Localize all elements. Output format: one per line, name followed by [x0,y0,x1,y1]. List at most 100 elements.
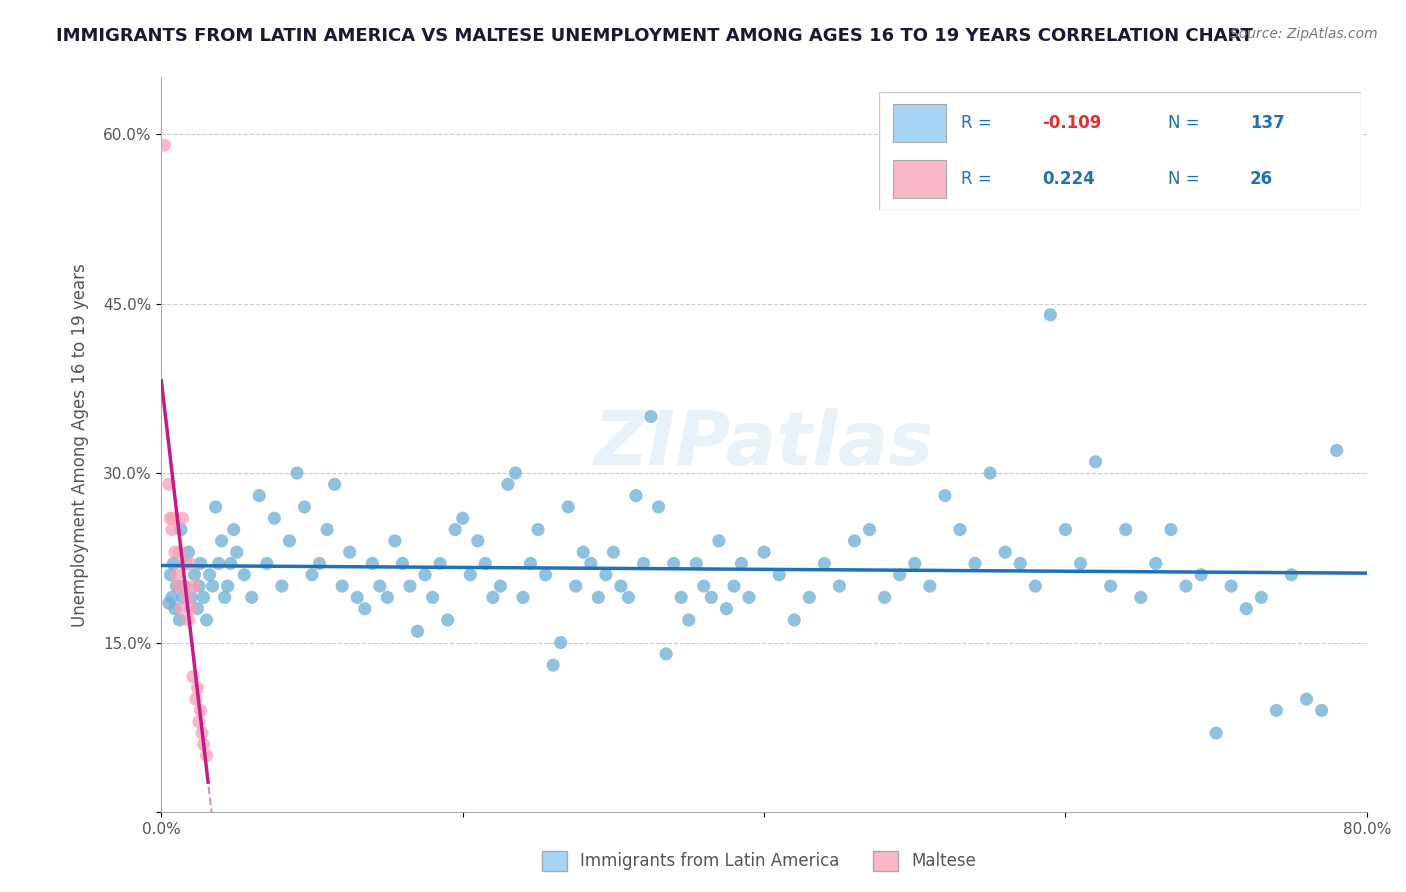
Point [669,591,692,605]
Point [640,409,662,424]
Point [188,714,211,729]
Point [294,500,316,514]
Point [191,726,214,740]
Point [179,557,201,571]
Point [240,591,263,605]
Point [1099,579,1122,593]
Point [183,579,205,593]
Point [550,635,572,649]
Point [1220,579,1243,593]
Point [588,591,610,605]
Point [170,523,193,537]
Point [799,591,821,605]
Point [467,533,489,548]
Point [723,579,745,593]
Point [685,557,707,571]
Point [624,489,647,503]
Point [177,545,200,559]
Point [165,567,187,582]
Point [160,591,183,605]
Point [429,557,451,571]
Point [301,567,323,582]
Point [167,579,190,593]
Point [339,545,361,559]
Point [174,579,197,593]
Point [482,591,505,605]
Point [195,613,218,627]
Point [225,545,247,559]
Point [1281,567,1303,582]
Point [157,596,180,610]
Text: IMMIGRANTS FROM LATIN AMERICA VS MALTESE UNEMPLOYMENT AMONG AGES 16 TO 19 YEARS : IMMIGRANTS FROM LATIN AMERICA VS MALTESE… [56,27,1253,45]
Point [489,579,512,593]
Point [949,523,972,537]
Point [193,591,215,605]
Point [934,489,956,503]
Point [406,624,429,639]
Point [159,511,181,525]
Point [1144,557,1167,571]
Point [828,579,851,593]
Point [176,591,198,605]
Point [444,523,467,537]
Point [716,601,738,615]
Point [505,466,527,480]
Point [1084,455,1107,469]
Point [1010,557,1032,571]
Point [768,567,790,582]
Point [512,591,534,605]
Point [730,557,752,571]
Point [994,545,1017,559]
Point [1295,692,1317,706]
Point [353,601,375,615]
Point [198,567,221,582]
Point [1129,591,1152,605]
Point [384,533,406,548]
Point [496,477,519,491]
Point [162,511,184,525]
Point [361,557,384,571]
Point [752,545,775,559]
Point [678,613,700,627]
Point [813,557,835,571]
Point [1054,523,1077,537]
Point [633,557,655,571]
Point [247,489,270,503]
Point [217,579,239,593]
Point [595,567,617,582]
Point [183,567,205,582]
Point [157,477,180,491]
Point [889,567,911,582]
Point [153,138,176,153]
Point [180,601,202,615]
Point [278,533,301,548]
Point [1115,523,1137,537]
Point [572,545,595,559]
Point [186,601,208,615]
Point [163,545,186,559]
Text: Source: ZipAtlas.com: Source: ZipAtlas.com [1230,27,1378,41]
Point [617,591,640,605]
Point [170,601,193,615]
Point [844,533,866,548]
Point [541,658,564,673]
Point [413,567,436,582]
Point [707,533,730,548]
Point [233,567,256,582]
Point [662,557,685,571]
Legend: Immigrants from Latin America, Maltese: Immigrants from Latin America, Maltese [534,842,984,880]
Point [451,511,474,525]
Point [1265,703,1288,717]
Point [1024,579,1046,593]
Point [602,545,624,559]
Point [173,557,195,571]
Point [647,500,669,514]
Point [693,579,716,593]
Point [1310,703,1333,717]
Point [963,557,986,571]
Point [610,579,633,593]
Point [190,557,212,571]
Text: ZIPatlas: ZIPatlas [595,409,934,482]
Point [904,557,927,571]
Point [207,557,229,571]
